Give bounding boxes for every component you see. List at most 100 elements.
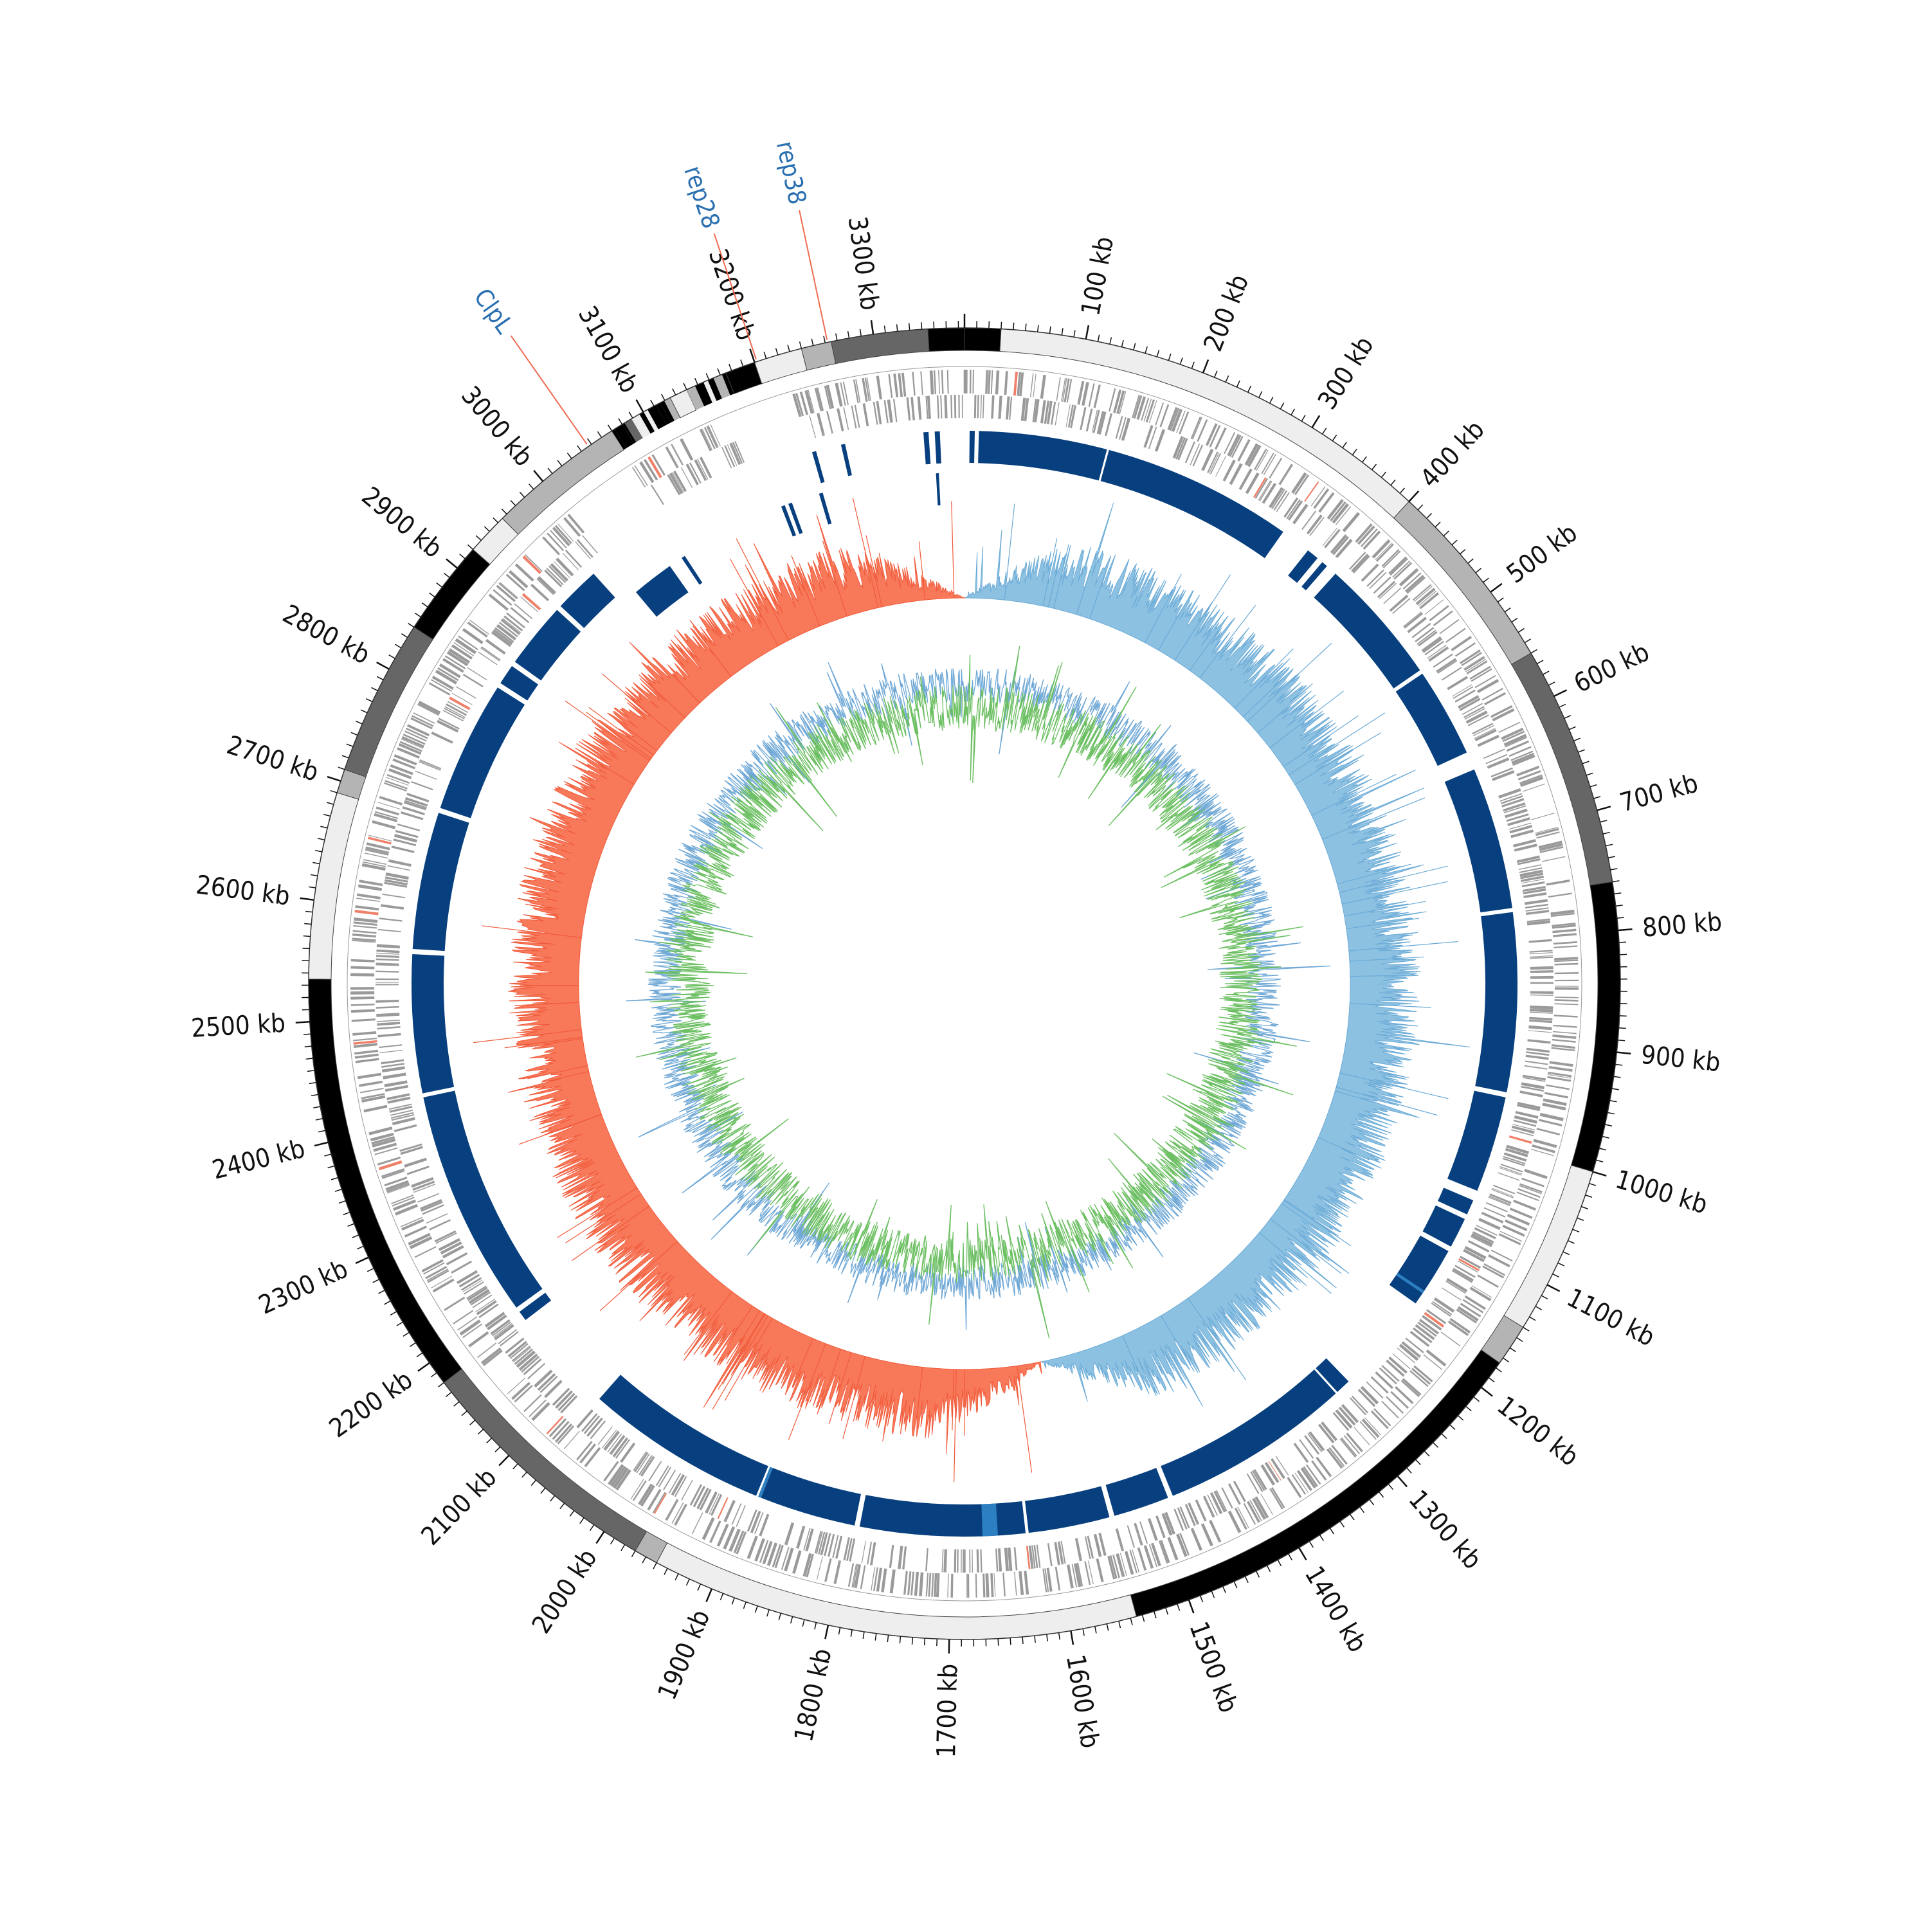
gene-feature [1530,995,1553,996]
gene-feature [351,1004,375,1006]
tick-label: 2700 kb [223,730,322,788]
major-tick [949,1639,950,1654]
gene-feature [1537,1128,1561,1135]
gene-feature [392,1117,415,1126]
gene-feature [1388,556,1407,574]
major-tick [871,320,873,334]
gene-feature [1553,1025,1577,1028]
minor-tick [673,388,676,395]
minor-tick [631,1551,635,1557]
minor-tick [422,603,428,607]
gene-feature [672,472,684,492]
gene-feature [1390,595,1409,612]
major-tick [1593,1172,1606,1176]
gene-feature [435,1231,457,1243]
minor-tick [1062,328,1063,335]
gene-feature [376,953,399,955]
gene-feature [1033,374,1036,397]
gene-feature [1483,1263,1505,1276]
minor-tick [1586,1195,1592,1198]
minor-tick [642,1557,646,1564]
gene-feature [1351,554,1368,572]
minor-tick [718,368,720,375]
gene-feature [1137,1548,1146,1571]
minor-tick [439,1382,444,1387]
gene-feature [1086,408,1093,431]
gene-feature [938,370,940,394]
minor-tick [1270,397,1273,403]
major-tick [1086,325,1089,339]
minor-tick [511,500,516,505]
gene-feature [977,395,979,418]
tick-label: 700 kb [1617,768,1701,818]
gene-feature [1524,1169,1547,1179]
gene-feature [937,395,939,419]
minor-tick [1612,1088,1619,1090]
gene-feature [1364,1417,1381,1435]
minor-tick [1343,442,1346,448]
minor-tick [1226,375,1228,382]
conserved-block [561,573,615,628]
gene-feature [1167,1537,1178,1560]
gene-feature [615,1440,630,1459]
tick-label: 3100 kb [572,301,644,397]
gene-feature [379,1050,403,1053]
minor-tick [313,1106,320,1108]
gene-feature [419,761,440,771]
gene-feature [351,959,375,962]
gene-feature [552,527,570,546]
gene-feature [1409,1370,1429,1387]
minor-tick [741,360,743,366]
minor-tick [373,1279,379,1283]
minor-tick [1596,1160,1603,1162]
minor-tick [824,336,825,343]
minor-tick [1289,1554,1292,1560]
gene-feature [376,1006,399,1009]
gene-feature [1055,402,1060,426]
minor-tick [502,509,507,514]
gene-feature [387,865,410,871]
minor-tick [1280,403,1283,410]
gene-feature [1080,407,1086,430]
minor-tick [1512,618,1517,622]
conserved-block [413,813,469,951]
gene-feature [934,370,936,394]
minor-tick [331,1178,338,1180]
gene-feature [1436,658,1456,673]
minor-tick [767,1610,769,1617]
gene-feature [1327,499,1344,519]
gene-feature [489,593,509,611]
gene-feature [1530,966,1553,970]
gene-feature [1484,692,1506,705]
major-tick [1071,1630,1073,1645]
gene-feature [1307,514,1323,534]
ideogram-segment [831,329,929,364]
gene-feature [1513,1200,1536,1211]
gene-feature [902,1546,907,1569]
minor-tick [756,1606,757,1612]
minor-tick [1618,1040,1625,1041]
gene-feature [542,536,560,555]
gene-feature [407,1166,430,1175]
minor-tick [1553,1274,1559,1277]
gene-feature [962,395,963,418]
gene-feature [910,1571,914,1595]
gene-feature [468,1332,489,1348]
gene-feature [784,1522,794,1546]
minor-tick [304,924,311,925]
minor-tick [1350,1514,1354,1520]
gene-feature [985,370,988,394]
gene-feature [478,651,498,665]
minor-tick [323,815,331,817]
minor-tick [335,1189,341,1191]
minor-tick [597,431,601,437]
gene-feature [1371,1411,1389,1429]
minor-tick [467,545,473,549]
ideogram-segment [801,341,835,370]
gene-feature [963,1549,966,1573]
minor-tick [1267,1566,1270,1572]
minor-tick [339,1201,345,1204]
minor-tick [352,1235,359,1238]
gene-feature [1451,636,1472,651]
gene-feature [404,1158,427,1168]
